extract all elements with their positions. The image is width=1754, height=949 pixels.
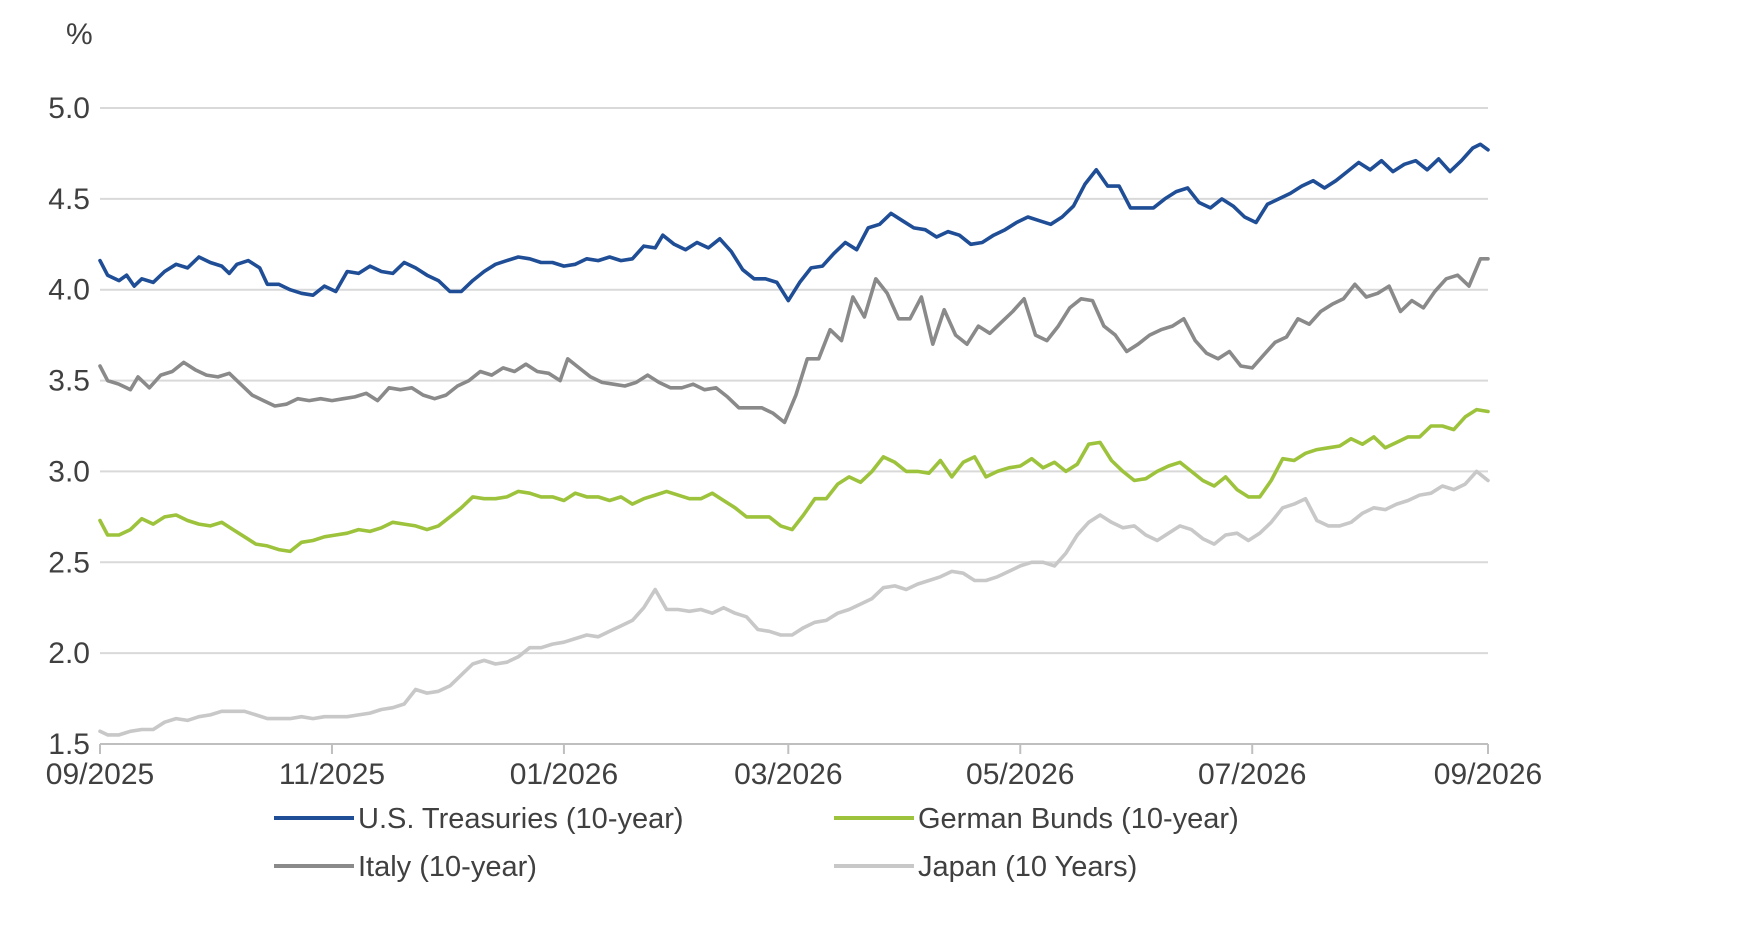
y-tick-label: 5.0 bbox=[48, 92, 90, 125]
y-tick-label: 1.5 bbox=[48, 728, 90, 761]
series-line-german-bunds-10-year bbox=[98, 407, 1490, 554]
gridlines bbox=[100, 107, 1488, 655]
series-lines bbox=[98, 142, 1490, 737]
x-tick-label: 01/2026 bbox=[510, 758, 618, 791]
y-tick-label: 2.5 bbox=[48, 546, 90, 579]
series-line-u-s-treasuries-10-year bbox=[98, 142, 1490, 303]
legend-label: Italy (10-year) bbox=[358, 851, 537, 883]
y-tick-label: 3.5 bbox=[48, 365, 90, 398]
y-unit-label: % bbox=[66, 18, 93, 51]
x-tick-label: 05/2026 bbox=[966, 758, 1074, 791]
y-tick-label: 4.0 bbox=[48, 274, 90, 307]
y-tick-label: 4.5 bbox=[48, 183, 90, 216]
legend-label: U.S. Treasuries (10-year) bbox=[358, 803, 684, 835]
legend-label: German Bunds (10-year) bbox=[918, 803, 1239, 835]
y-axis: 1.5 2.0 2.5 3.0 3.5 4.0 4.5 5.0 bbox=[48, 92, 90, 761]
x-tick-label: 07/2026 bbox=[1198, 758, 1306, 791]
y-tick-label: 3.0 bbox=[48, 455, 90, 488]
x-tick-label: 09/2026 bbox=[1434, 758, 1542, 791]
legend: U.S. Treasuries (10-year) German Bunds (1… bbox=[274, 803, 1239, 883]
series-line-italy-10-year bbox=[98, 257, 1490, 425]
x-tick-label: 11/2025 bbox=[279, 758, 385, 791]
x-tick-label: 03/2026 bbox=[734, 758, 842, 791]
x-tick-label: 09/2025 bbox=[46, 758, 154, 791]
x-tick-labels: 09/2025 11/2025 01/2026 03/2026 05/2026 07/20… bbox=[46, 758, 1542, 791]
series-line-japan-10-years bbox=[98, 469, 1490, 737]
y-tick-label: 2.0 bbox=[48, 637, 90, 670]
legend-label: Japan (10 Years) bbox=[918, 851, 1137, 883]
x-axis bbox=[99, 743, 1489, 754]
